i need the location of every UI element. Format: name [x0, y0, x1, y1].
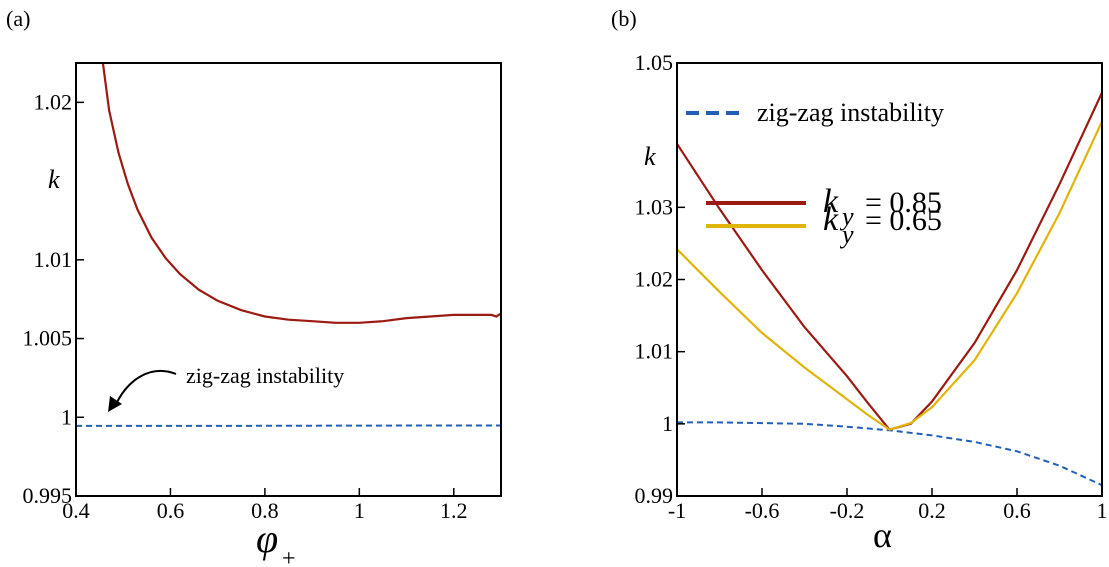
legend-label-ky085-value: = 0.85	[865, 186, 942, 219]
panel-b-series-1-line	[676, 92, 1103, 431]
legend-label-ky085-sub: y	[839, 202, 854, 231]
legend-label-zigzag: zig-zag instability	[757, 98, 944, 127]
panel-b-ylabel: k	[644, 142, 656, 171]
legend-label-ky085-k: k	[823, 183, 839, 220]
x-tick-label: -0.6	[745, 498, 780, 523]
panel-b-x-ticks: -1 -0.6 -0.2 0.2 0.6 1	[668, 488, 1108, 523]
panel-a-xlabel-subscript: +	[282, 546, 296, 567]
x-tick-label: 1	[1097, 498, 1108, 523]
x-tick-label: 0.6	[157, 498, 185, 523]
panel-a-frame	[75, 62, 502, 497]
panel-b-y-ticks: 0.99 1 1.01 1.02 1.03 1.05	[635, 50, 685, 508]
x-tick-label: -0.2	[830, 498, 865, 523]
y-tick-label: 1.02	[635, 267, 674, 292]
panel-a-label: (a)	[6, 6, 30, 31]
panel-b-series-0-line	[677, 421, 1103, 487]
panel-a-ylabel: k	[48, 165, 60, 194]
panel-b: (b) -1 -0.6 -0.2 0.2 0.6 1 0.99 1 1.01 1.02 1.03 1…	[611, 6, 1108, 555]
y-tick-label: 1.02	[34, 89, 73, 114]
x-tick-label: 0.4	[62, 498, 90, 523]
x-tick-label: 0.6	[1003, 498, 1031, 523]
y-tick-label: 1	[662, 411, 673, 436]
y-tick-label: 1.01	[635, 339, 674, 364]
y-tick-label: 1	[61, 404, 72, 429]
x-tick-label: 1.2	[440, 498, 468, 523]
x-tick-label: -1	[668, 498, 686, 523]
x-tick-label: 1	[354, 498, 365, 523]
legend-label-ky065-k: k	[823, 201, 839, 238]
x-tick-label: 0.8	[251, 498, 279, 523]
panel-b-plot-area	[676, 92, 1103, 487]
panel-a-plot-area	[76, 62, 502, 427]
annotation-arrow-head	[108, 396, 122, 412]
panel-a-x-ticks: 0.4 0.6 0.8 1 1.2	[62, 488, 468, 523]
panel-b-xlabel: α	[873, 515, 892, 555]
y-tick-label: 1.01	[34, 247, 73, 272]
panel-a-xlabel: φ	[256, 516, 278, 561]
y-tick-label: 0.995	[23, 483, 73, 508]
panel-b-legend: zig-zag instability k y = 0.85 k y = 0.6…	[686, 98, 944, 249]
y-tick-label: 1.05	[635, 50, 674, 75]
x-tick-label: 0.2	[918, 498, 946, 523]
y-tick-label: 1.03	[635, 194, 674, 219]
legend-label-ky065-sub: y	[839, 220, 854, 249]
panel-a-y-ticks: 0.995 1 1.005 1.01 1.02	[23, 89, 84, 508]
y-tick-label: 0.99	[635, 483, 674, 508]
panel-a-annotation: zig-zag instability	[186, 363, 344, 388]
y-tick-label: 1.005	[23, 326, 73, 351]
legend-label-ky065-value: = 0.65	[865, 204, 942, 237]
panel-a-series-0-line	[101, 62, 502, 324]
panel-b-label: (b)	[611, 6, 637, 31]
panel-b-series-2-line	[676, 121, 1103, 431]
annotation-arrow-shaft	[115, 369, 177, 405]
